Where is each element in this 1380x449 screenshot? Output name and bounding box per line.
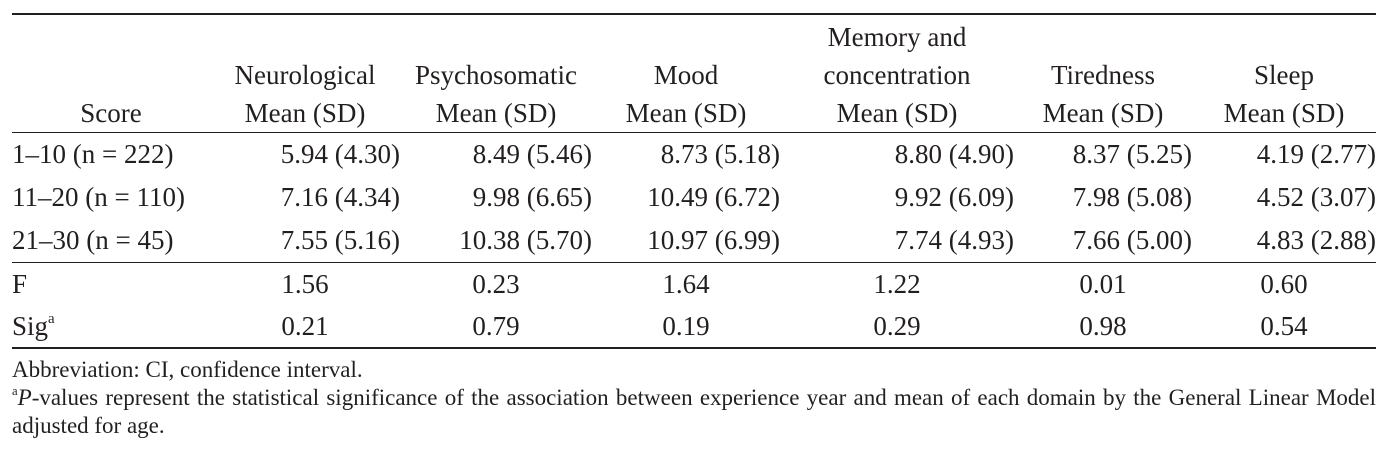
stat-tiredness: 0.98 [1079,311,1127,341]
header-line: Tiredness [1050,60,1156,90]
header-line: Sleep [1254,60,1314,90]
cell-tiredness: 7.66 (5.00) [1072,225,1192,255]
cell-sleep: 4.52 (3.07) [1256,182,1376,212]
footnote-text: -values represent the statistical signif… [12,385,1376,438]
header-line: Mean (SD) [836,98,958,128]
stat-mood: 1.64 [662,269,710,299]
header-line: Mood [653,60,719,90]
row-label: 11–20 (n = 110) [12,182,185,212]
cell-psychosomatic: 8.49 (5.46) [472,139,592,169]
cell-memory-concentration: 9.92 (6.09) [894,182,1014,212]
significance-row: Siga 0.21 0.79 0.19 0.29 0.98 0.54 [12,305,1376,347]
header-row: Score Neurological Mean (SD) Psychosomat… [12,15,1376,133]
table-row: 21–30 (n = 45) 7.55 (5.16) 10.38 (5.70) … [12,219,1376,262]
cell-neurological: 5.94 (4.30) [280,139,400,169]
cell-tiredness: 7.98 (5.08) [1072,182,1192,212]
header-sleep: Sleep Mean (SD) [1192,15,1376,133]
cell-memory-concentration: 7.74 (4.93) [894,225,1014,255]
footnote-marker: a [12,383,18,398]
stat-tiredness: 0.01 [1079,269,1127,299]
cell-mood: 10.49 (6.72) [647,182,780,212]
header-line: Mean (SD) [435,98,557,128]
cell-sleep: 4.83 (2.88) [1256,225,1376,255]
cell-neurological: 7.55 (5.16) [280,225,400,255]
cell-mood: 10.97 (6.99) [647,225,780,255]
sig-footnote-marker: a [48,311,55,328]
group-separator-rule [12,262,1376,263]
stat-neurological: 1.56 [281,269,329,299]
table-bottom-rule [12,347,1376,349]
header-line: Neurological [234,60,376,90]
row-label: F [12,269,28,299]
row-label: 21–30 (n = 45) [12,225,174,255]
header-score: Score [12,15,210,133]
cell-psychosomatic: 10.38 (5.70) [459,225,592,255]
table-row: 11–20 (n = 110) 7.16 (4.34) 9.98 (6.65) … [12,176,1376,219]
header-tiredness: Tiredness Mean (SD) [1014,15,1192,133]
footnote-italic-term: P [17,385,32,410]
cell-memory-concentration: 8.80 (4.90) [894,139,1014,169]
header-line: Mean (SD) [1223,98,1345,128]
footnote-significance: aP-values represent the statistical sign… [12,384,1376,440]
header-line: Score [80,98,142,128]
header-mood: Mood Mean (SD) [592,15,780,133]
header-memory-concentration: Memory and concentration Mean (SD) [780,15,1014,133]
footnote-abbreviation: Abbreviation: CI, confidence interval. [12,357,363,382]
header-line: Mean (SD) [625,98,747,128]
stat-sleep: 0.60 [1260,269,1308,299]
sig-label: Sig [12,311,49,341]
table-footnotes: Abbreviation: CI, confidence interval. a… [12,356,1376,440]
stat-neurological: 0.21 [281,311,329,341]
table-top-rule [12,13,1376,15]
stat-memory-concentration: 1.22 [873,269,921,299]
header-rule [12,132,1376,133]
header-neurological: Neurological Mean (SD) [210,15,400,133]
results-table: Score Neurological Mean (SD) Psychosomat… [12,15,1376,347]
cell-mood: 8.73 (5.18) [660,139,780,169]
f-statistic-row: F 1.56 0.23 1.64 1.22 0.01 0.60 [12,262,1376,305]
row-label: Siga [12,305,210,347]
header-psychosomatic: Psychosomatic Mean (SD) [400,15,592,133]
header-line: Memory and [827,22,967,52]
header-line: Psychosomatic [415,60,577,90]
cell-sleep: 4.19 (2.77) [1256,139,1376,169]
stat-memory-concentration: 0.29 [873,311,921,341]
stat-mood: 0.19 [662,311,710,341]
stat-psychosomatic: 0.79 [472,311,520,341]
cell-psychosomatic: 9.98 (6.65) [472,182,592,212]
table-row: 1–10 (n = 222) 5.94 (4.30) 8.49 (5.46) 8… [12,133,1376,176]
stat-psychosomatic: 0.23 [472,269,520,299]
header-line: Mean (SD) [1042,98,1164,128]
cell-tiredness: 8.37 (5.25) [1072,139,1192,169]
cell-neurological: 7.16 (4.34) [280,182,400,212]
stat-sleep: 0.54 [1260,311,1308,341]
header-line: Mean (SD) [244,98,366,128]
header-line: concentration [823,60,971,90]
row-label: 1–10 (n = 222) [12,139,174,169]
